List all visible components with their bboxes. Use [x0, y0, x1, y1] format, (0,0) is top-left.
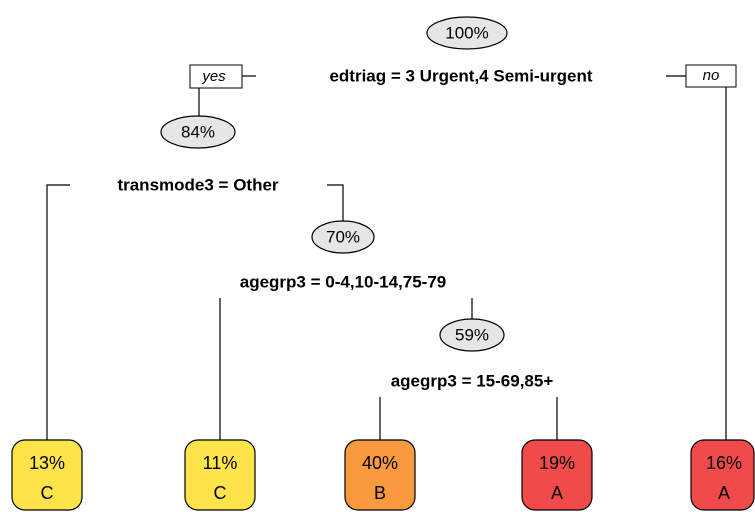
leaf [184, 439, 256, 511]
leaf [344, 439, 416, 511]
leaf-class: A [718, 483, 730, 503]
node-percent: 100% [445, 23, 488, 42]
leaf-percent: 19% [539, 453, 575, 473]
edges [46, 75, 727, 440]
yes-tag [189, 64, 243, 89]
node-oval [160, 115, 236, 149]
node-percent: 59% [455, 325, 489, 344]
node-oval [426, 16, 508, 50]
leaf-class: B [374, 483, 386, 503]
yes-label: yes [201, 68, 226, 85]
leaf [690, 439, 755, 511]
edge [327, 184, 344, 223]
node-percent: 70% [326, 227, 360, 246]
node-percent: 84% [181, 122, 215, 141]
no-label: no [703, 67, 720, 84]
leaf [521, 439, 593, 511]
leaf-percent: 40% [362, 453, 398, 473]
edge [46, 184, 70, 440]
leaf-class: C [214, 483, 227, 503]
split-label: edtriag = 3 Urgent,4 Semi-urgent [329, 66, 592, 85]
node-oval [439, 318, 505, 352]
leaf-percent: 16% [706, 453, 742, 473]
leaf-percent: 11% [203, 453, 238, 473]
split-label: agegrp3 = 15-69,85+ [391, 371, 554, 390]
leaf [11, 439, 83, 511]
split-label: transmode3 = Other [117, 175, 278, 194]
leaf-class: C [41, 483, 54, 503]
node-oval [311, 220, 375, 254]
leaf-percent: 13% [29, 453, 65, 473]
leaf-class: A [551, 483, 563, 503]
split-label: agegrp3 = 0-4,10-14,75-79 [240, 272, 446, 291]
no-tag [685, 64, 737, 88]
